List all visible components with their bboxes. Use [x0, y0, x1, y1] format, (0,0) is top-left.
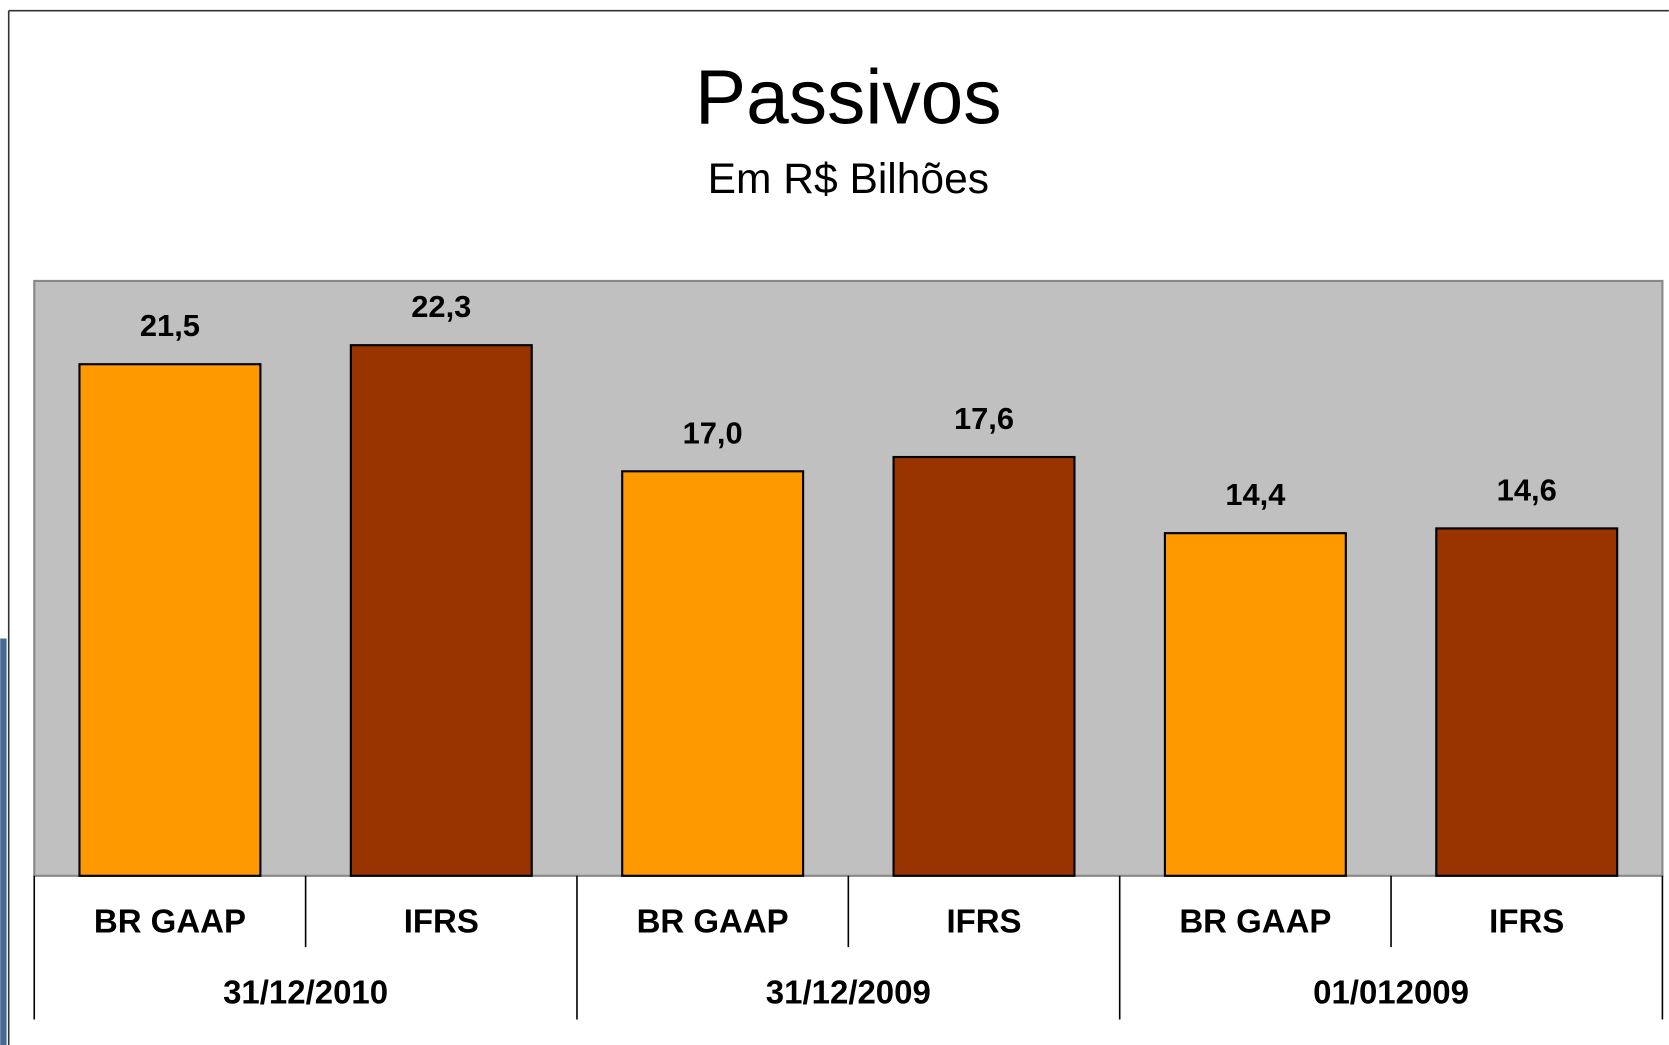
bar — [349, 344, 533, 877]
value-label: 14,6 — [1497, 472, 1557, 507]
x-tick-label: IFRS — [946, 902, 1021, 939]
plot-area — [33, 279, 1664, 877]
value-label: 17,6 — [954, 401, 1014, 436]
value-label: 14,4 — [1225, 477, 1285, 512]
bar — [78, 363, 262, 877]
x-tick-label: BR GAAP — [637, 902, 789, 939]
bar — [1435, 527, 1619, 877]
value-label: 17,0 — [683, 415, 743, 450]
bar — [892, 455, 1076, 877]
group-label: 31/12/2010 — [223, 974, 388, 1011]
x-tick-label: IFRS — [1489, 902, 1564, 939]
bar — [621, 470, 805, 877]
x-tick-label: BR GAAP — [1179, 902, 1331, 939]
x-tick-label: IFRS — [404, 902, 479, 939]
chart-subtitle: Em R$ Bilhões — [708, 155, 989, 203]
group-label: 31/12/2009 — [766, 974, 931, 1011]
x-tick-label: BR GAAP — [94, 902, 246, 939]
bar — [1163, 532, 1347, 877]
edge-strip — [0, 638, 7, 1045]
value-label: 22,3 — [411, 289, 471, 324]
group-label: 01/012009 — [1313, 974, 1469, 1011]
value-label: 21,5 — [140, 308, 200, 343]
chart-title: Passivos — [695, 55, 1002, 140]
